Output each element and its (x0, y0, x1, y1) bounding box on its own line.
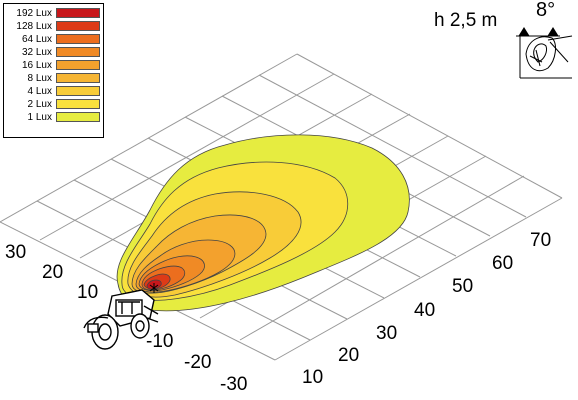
distance-tick-label: 50 (452, 276, 473, 297)
legend-entry: 2 Lux (4, 98, 103, 111)
tractor-icon (83, 289, 159, 350)
legend-swatch (56, 47, 100, 57)
isolux-contours (116, 134, 410, 312)
lateral-tick-label: 10 (77, 282, 98, 303)
legend-label: 8 Lux (27, 73, 52, 84)
legend-label: 2 Lux (27, 99, 52, 110)
lateral-tick-label: 20 (42, 262, 63, 283)
legend-entry: 16 Lux (4, 59, 103, 72)
distance-tick-label: 30 (376, 323, 397, 344)
distance-tick-label: 10 (302, 367, 323, 388)
legend-swatch (56, 34, 100, 44)
lux-legend: 192 Lux 128 Lux 64 Lux 32 Lux 16 Lux 8 L… (3, 3, 104, 138)
legend-entry: 8 Lux (4, 72, 103, 85)
legend-entry: 64 Lux (4, 33, 103, 46)
legend-label: 4 Lux (27, 86, 52, 97)
legend-swatch (56, 21, 100, 31)
legend-entry: 32 Lux (4, 46, 103, 59)
lateral-tick-label: 30 (5, 242, 26, 263)
legend-entry: 128 Lux (4, 20, 103, 33)
distance-tick-label: 60 (492, 253, 513, 274)
legend-label: 1 Lux (27, 112, 52, 123)
lateral-tick-label: -30 (220, 374, 247, 395)
work-light-icon (516, 27, 573, 79)
lateral-tick-label: -20 (184, 352, 211, 373)
legend-label: 32 Lux (21, 47, 52, 58)
legend-swatch (56, 73, 100, 83)
legend-entry: 4 Lux (4, 85, 103, 98)
legend-entry: 192 Lux (4, 7, 103, 20)
distance-axis-labels: 10 20 30 40 50 60 70 (302, 230, 551, 388)
legend-swatch (56, 99, 100, 109)
legend-label: 64 Lux (21, 34, 52, 45)
legend-label: 192 Lux (16, 8, 52, 19)
legend-label: 16 Lux (21, 60, 52, 71)
legend-swatch (56, 8, 100, 18)
legend-swatch (56, 112, 100, 122)
distance-tick-label: 40 (414, 300, 435, 321)
distance-tick-label: 70 (530, 230, 551, 251)
mounting-height-label: h 2,5 m (434, 10, 498, 31)
legend-label: 128 Lux (16, 21, 52, 32)
lateral-axis-labels: 30 20 10 -10 -20 -30 (5, 242, 247, 395)
legend-swatch (56, 86, 100, 96)
tilt-angle-label: 8° (536, 0, 556, 21)
lateral-tick-label: -10 (146, 331, 173, 352)
legend-entry: 1 Lux (4, 111, 103, 124)
distance-tick-label: 20 (338, 345, 359, 366)
legend-swatch (56, 60, 100, 70)
light-source-mark (149, 283, 159, 293)
